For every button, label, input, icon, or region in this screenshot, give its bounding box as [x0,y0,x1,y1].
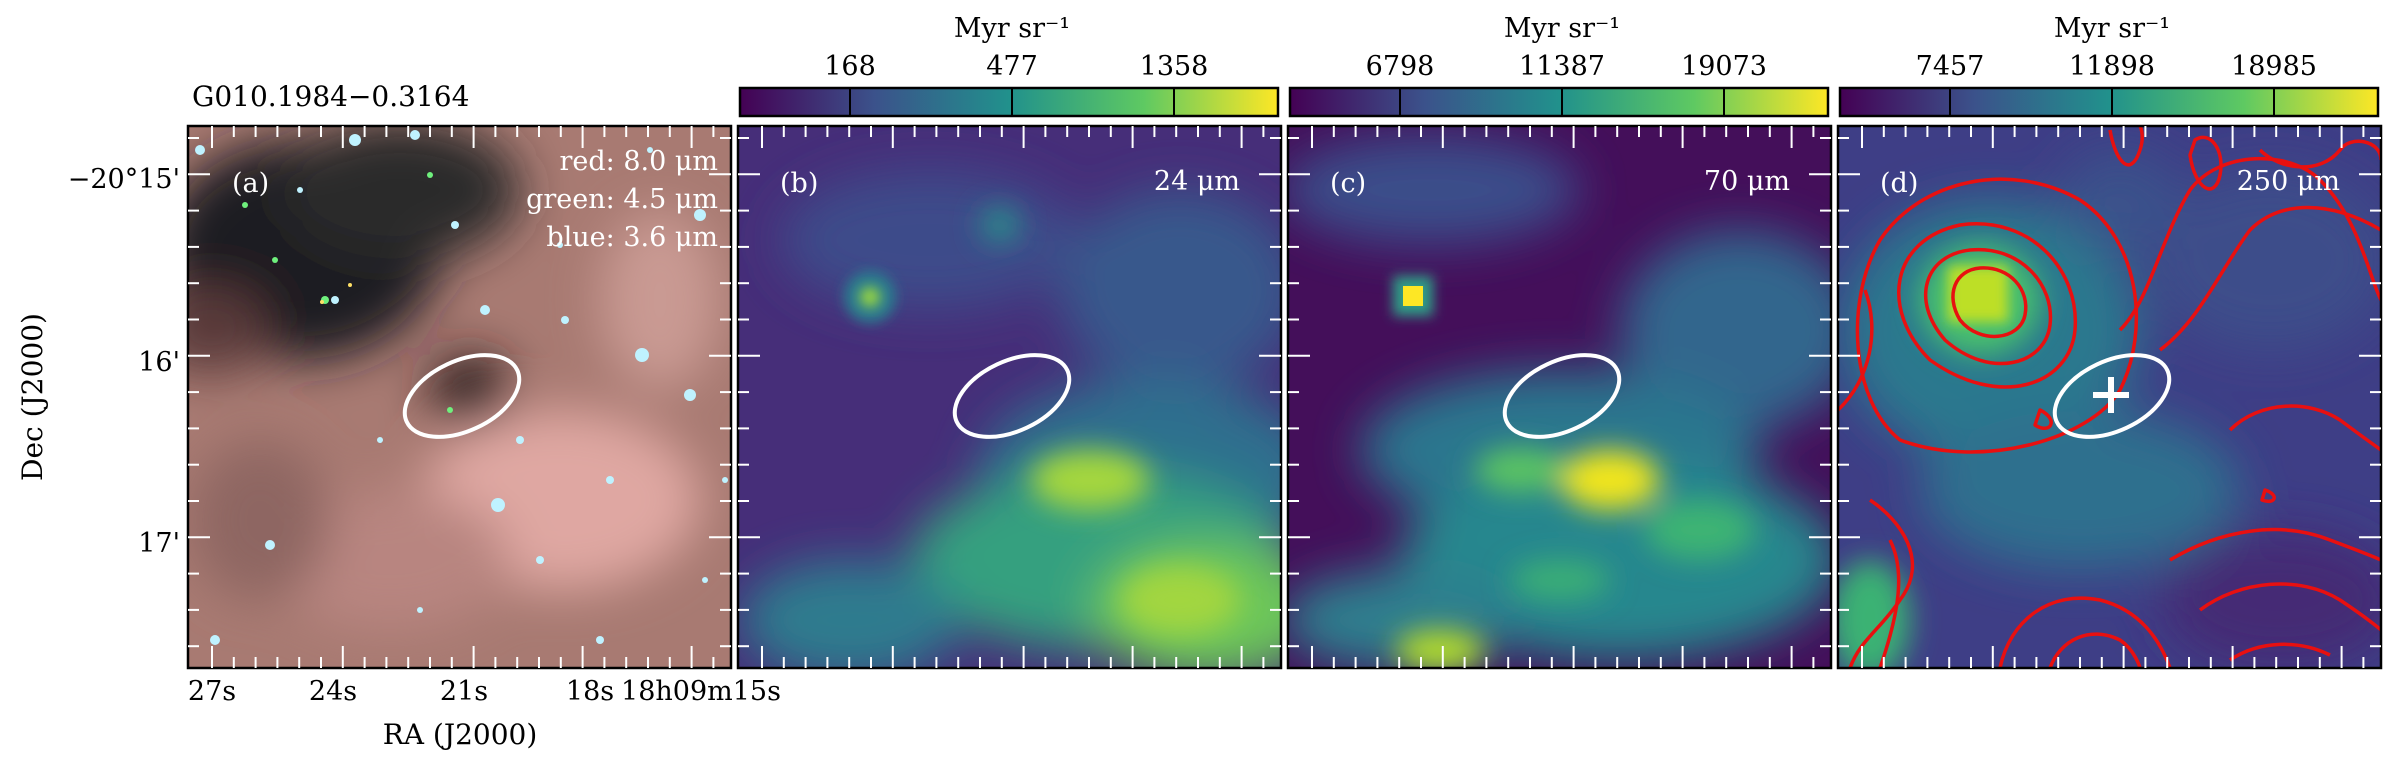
panel-b-tick-3: 1358 [1140,51,1209,82]
panel-c-colorbar [1288,86,1830,118]
panel-c-tick-3: 19073 [1681,51,1767,82]
panel-d-image [1838,126,2381,668]
panel-c-ellipse [1502,353,1622,439]
ra-tick-label-2: 24s [309,676,357,707]
panel-a-image [188,126,731,668]
panel-d-cross [2093,377,2129,413]
panel-b-colorbar [738,86,1280,118]
panel-c-image [1288,126,1831,668]
panel-d-tick-3: 18985 [2231,51,2317,82]
panel-a-label: (a) [232,168,269,199]
panel-b-ellipse [952,353,1072,439]
dec-tick-label-2: 16' [138,347,180,378]
panel-b-tick-1: 168 [824,51,876,82]
panel-a-legend-green: green: 4.5 μm [526,184,718,215]
ra-tick-label-5: 18h09m15s [621,676,781,707]
panel-d-band: 250 μm [2237,166,2340,197]
panel-c-band: 70 μm [1704,166,1790,197]
panel-c-colorbar-unit: Myr sr⁻¹ [1504,13,1620,44]
panel-b-label: (b) [780,168,818,199]
panel-d-ellipse [2052,353,2172,439]
ra-tick-label-4: 18s [566,676,614,707]
x-axis-label: RA (J2000) [383,718,538,751]
panel-c-tick-2: 11387 [1519,51,1605,82]
ra-tick-label-3: 21s [440,676,488,707]
panel-c-tick-1: 6798 [1366,51,1435,82]
panel-a-stars [195,130,728,645]
panel-b-colorbar-unit: Myr sr⁻¹ [954,13,1070,44]
panel-d-contours [1838,126,2381,668]
source-name: G010.1984−0.3164 [192,80,469,113]
panel-a-legend-blue: blue: 3.6 μm [546,222,718,253]
ra-tick-label-1: 27s [188,676,236,707]
panel-c: (c) 70 μm Myr sr⁻¹ 6798 11387 19073 [1286,13,1833,670]
panel-a-ellipse [402,353,522,439]
panel-b-tick-2: 477 [986,51,1038,82]
panel-b-band: 24 μm [1154,166,1240,197]
panel-b-image [738,126,1281,668]
panel-tick-marks [188,126,2381,668]
panel-d-colorbar-unit: Myr sr⁻¹ [2054,13,2170,44]
panel-a: (a) red: 8.0 μm green: 4.5 μm blue: 3.6 … [186,124,733,670]
panel-b: (b) 24 μm Myr sr⁻¹ 168 477 1358 [736,13,1283,670]
panel-d-tick-1: 7457 [1916,51,1985,82]
dec-tick-label-1: −20°15' [68,164,180,195]
panel-d-colorbar [1838,86,2380,118]
y-axis-label: Dec (J2000) [16,313,49,481]
panel-d: (d) 250 μm Myr sr⁻¹ 7457 11898 18985 [1836,13,2383,670]
dec-tick-label-3: 17' [138,528,180,559]
panel-c-label: (c) [1330,168,1366,199]
panel-a-legend-red: red: 8.0 μm [559,146,718,177]
panel-d-tick-2: 11898 [2069,51,2155,82]
panel-d-label: (d) [1880,168,1918,199]
